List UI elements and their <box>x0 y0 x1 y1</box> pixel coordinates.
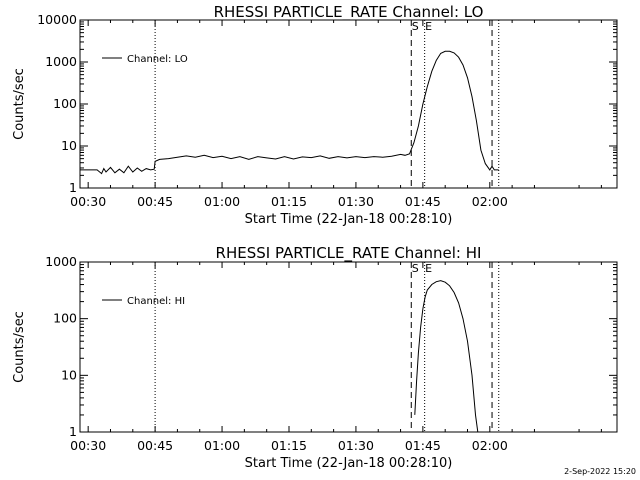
end-marker-label: E <box>425 20 432 33</box>
end-marker-label: E <box>425 262 432 275</box>
start-marker-label: S <box>412 20 419 33</box>
x-axis-label: Start Time (22-Jan-18 00:28:10) <box>245 456 453 471</box>
y-axis-label: Counts/sec <box>12 68 27 140</box>
x-tick-label: 01:45 <box>405 194 441 209</box>
series-line <box>80 50 499 175</box>
plot-frame <box>79 19 618 189</box>
chart-title: RHESSI PARTICLE_RATE Channel: LO <box>214 3 484 22</box>
y-tick-label: 1000 <box>45 54 77 69</box>
plot-frame <box>79 261 618 433</box>
y-tick-label: 10000 <box>37 12 77 27</box>
chart-title: RHESSI PARTICLE_RATE Channel: HI <box>216 244 482 263</box>
x-tick-label: 02:00 <box>472 194 508 209</box>
x-tick-label: 01:15 <box>271 438 307 453</box>
x-tick-label: 01:15 <box>271 194 307 209</box>
channel-hi-panel: RHESSI PARTICLE_RATE Channel: HI 00:30 00:… <box>12 244 618 471</box>
x-tick-label: 01:30 <box>338 194 374 209</box>
x-tick-label: 01:00 <box>204 438 240 453</box>
y-tick-label: 1 <box>69 180 77 195</box>
generation-timestamp: 2-Sep-2022 15:20 <box>564 467 636 476</box>
y-tick-label: 10 <box>61 367 77 382</box>
series-line <box>414 280 479 433</box>
x-tick-label: 02:00 <box>472 438 508 453</box>
x-tick-label: 01:00 <box>204 194 240 209</box>
legend-label: Channel: LO <box>127 54 188 65</box>
x-tick-label: 01:45 <box>405 438 441 453</box>
y-tick-label: 100 <box>53 311 77 326</box>
y-tick-label: 100 <box>53 96 77 111</box>
y-tick-label: 1000 <box>45 254 77 269</box>
x-tick-label: 00:30 <box>70 194 106 209</box>
y-tick-label: 1 <box>69 424 77 439</box>
x-tick-label: 00:45 <box>137 194 173 209</box>
start-marker-label: S <box>412 262 419 275</box>
x-tick-label: 00:30 <box>70 438 106 453</box>
x-axis-label: Start Time (22-Jan-18 00:28:10) <box>245 212 453 227</box>
y-tick-label: 10 <box>61 138 77 153</box>
x-tick-label: 00:45 <box>137 438 173 453</box>
x-tick-label: 01:30 <box>338 438 374 453</box>
y-axis-label: Counts/sec <box>12 311 27 383</box>
legend-label: Channel: HI <box>127 296 185 307</box>
channel-lo-panel: RHESSI PARTICLE_RATE Channel: LO 00:30 00:… <box>12 3 618 227</box>
